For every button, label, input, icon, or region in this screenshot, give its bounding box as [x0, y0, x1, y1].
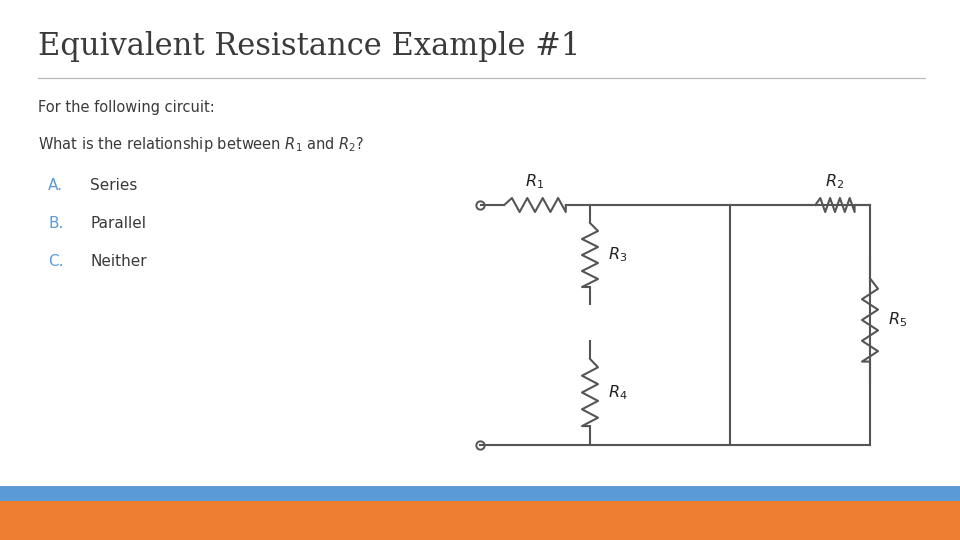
Text: $R_4$: $R_4$: [608, 383, 628, 402]
Text: $R_1$: $R_1$: [525, 172, 544, 191]
Text: What is the relationship between $R_1$ and $R_2$?: What is the relationship between $R_1$ a…: [38, 135, 365, 154]
Text: For the following circuit:: For the following circuit:: [38, 100, 215, 115]
Text: Parallel: Parallel: [90, 216, 146, 231]
Bar: [0, 486, 960, 501]
Text: Neither: Neither: [90, 254, 147, 269]
Text: A.: A.: [48, 178, 63, 193]
Text: Series: Series: [90, 178, 137, 193]
Text: $R_2$: $R_2$: [826, 172, 845, 191]
Text: $R_3$: $R_3$: [608, 246, 627, 265]
Text: B.: B.: [48, 216, 63, 231]
Text: C.: C.: [48, 254, 63, 269]
Bar: [0, 501, 960, 540]
Text: Equivalent Resistance Example #1: Equivalent Resistance Example #1: [38, 31, 581, 62]
Text: $R_5$: $R_5$: [888, 310, 907, 329]
